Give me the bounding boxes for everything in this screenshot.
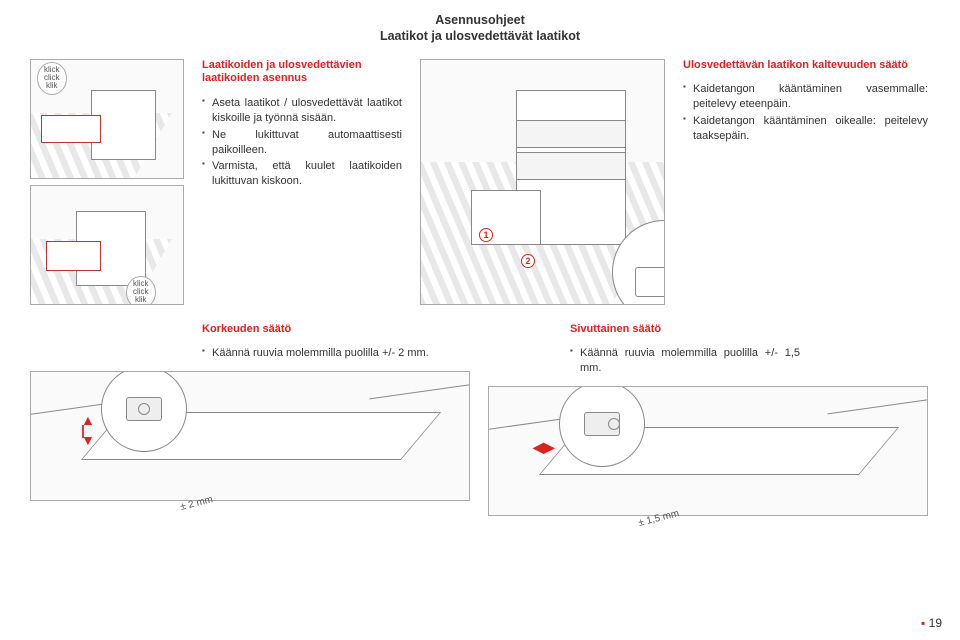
tilt-bullets: Kaidetangon kääntäminen vasemmalle: peit… — [683, 82, 928, 145]
height-bullets: Käännä ruuvia molemmilla puolilla +/- 2 … — [202, 346, 432, 363]
page-title: Asennusohjeet Laatikot ja ulosvedettävät… — [30, 12, 930, 45]
install-bullets: Aseta laatikot / ulosvedettävät laatikot… — [202, 96, 402, 191]
height-illustration: ▲|▼ — [30, 371, 470, 501]
side-illustration: ◀ ▶ — [488, 386, 928, 516]
title-line1: Asennusohjeet — [435, 13, 525, 27]
height-heading: Korkeuden säätö — [202, 323, 470, 337]
tilt-illustration: 1 2 1 2 — [420, 59, 665, 305]
height-arrows: ▲|▼ — [81, 416, 95, 445]
install-b2: Ne lukittuvat automaattisesti paikoillee… — [202, 128, 402, 158]
install-heading: Laatikoiden ja ulosvedettävien laatikoid… — [202, 59, 402, 87]
install-b3: Varmista, että kuulet laatikoiden lukitt… — [202, 159, 402, 189]
side-heading: Sivuttainen säätö — [570, 323, 928, 337]
tilt-b2: Kaidetangon kääntäminen oikealle: peitel… — [683, 114, 928, 144]
page-number: ▪ 19 — [921, 616, 942, 630]
side-b1: Käännä ruuvia molemmilla puolilla +/- 1,… — [570, 346, 800, 376]
install-illustration-bottom: klickclickklik — [30, 185, 184, 305]
tilt-heading: Ulosvedettävän laatikon kaltevuuden säät… — [683, 59, 928, 73]
side-bullets: Käännä ruuvia molemmilla puolilla +/- 1,… — [570, 346, 800, 378]
step-2: 2 — [521, 254, 535, 268]
klick-label: klickclickklik — [37, 62, 67, 95]
title-line2: Laatikot ja ulosvedettävät laatikot — [380, 29, 580, 43]
install-illustration-top: klickclickklik — [30, 59, 184, 179]
side-arrows: ◀ ▶ — [533, 443, 552, 453]
step-1: 1 — [479, 228, 493, 242]
klick-label: klickclickklik — [126, 276, 156, 305]
tilt-b1: Kaidetangon kääntäminen vasemmalle: peit… — [683, 82, 928, 112]
height-b1: Käännä ruuvia molemmilla puolilla +/- 2 … — [202, 346, 432, 361]
install-b1: Aseta laatikot / ulosvedettävät laatikot… — [202, 96, 402, 126]
